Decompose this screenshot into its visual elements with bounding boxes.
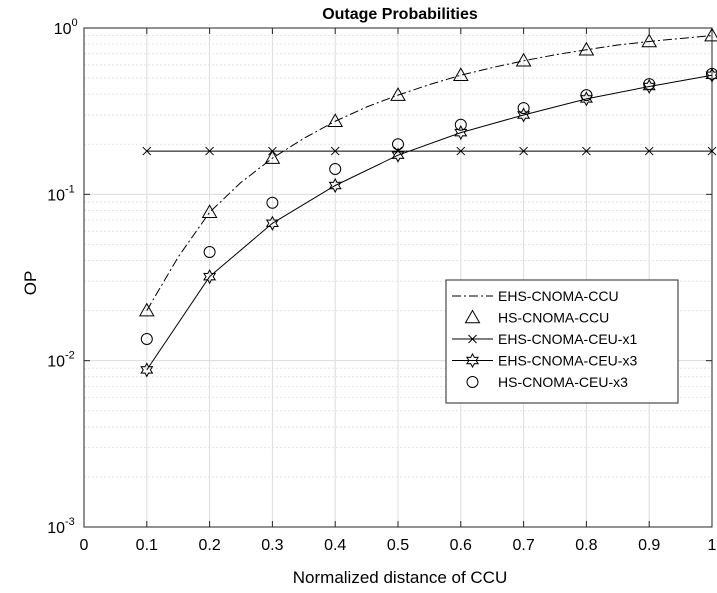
- marker-hexagram: [203, 269, 217, 285]
- legend-item: HS-CNOMA-CEU-x3: [466, 374, 628, 390]
- x-axis-label: Normalized distance of CCU: [293, 568, 507, 587]
- marker-hexagram: [391, 147, 405, 163]
- marker-circle: [706, 67, 717, 80]
- marker-x: [330, 146, 340, 156]
- marker-triangle: [515, 52, 532, 67]
- x-tick-label: 0.3: [261, 537, 283, 554]
- marker-x: [644, 146, 654, 156]
- marker-x: [456, 146, 466, 156]
- marker-x: [468, 334, 477, 344]
- x-tick-labels: 0 0.1 0.2 0.3 0.4 0.5 0.6 0.7 0.8 0.9 1: [80, 537, 717, 554]
- marker-hexagram: [517, 107, 531, 123]
- marker-triangle: [464, 309, 481, 324]
- marker-triangle: [704, 27, 717, 42]
- y-tick-exponent: -1: [65, 183, 75, 195]
- legend-label: HS-CNOMA-CCU: [498, 310, 609, 326]
- legend-item: EHS-CNOMA-CEU-x3: [452, 353, 637, 369]
- marker-hexagram: [465, 352, 480, 369]
- marker-triangle: [201, 204, 218, 219]
- x-tick-label: 0.2: [198, 537, 220, 554]
- marker-hexagram: [265, 215, 279, 231]
- x-tick-label: 0.6: [450, 537, 472, 554]
- y-tick-exponent: 0: [72, 17, 78, 29]
- legend-item: EHS-CNOMA-CEU-x1: [452, 331, 637, 347]
- marker-circle: [329, 163, 342, 176]
- marker-circle: [454, 118, 467, 131]
- x-tick-label: 0.7: [512, 537, 534, 554]
- marker-x: [519, 146, 528, 156]
- series-line: [146, 74, 713, 371]
- y-tick-label: 10: [47, 520, 65, 537]
- marker-triangle: [452, 67, 469, 81]
- x-tick-label: 0.8: [575, 537, 597, 554]
- x-tick-label: 0.5: [387, 537, 409, 554]
- grid: [83, 27, 713, 528]
- marker-triangle: [641, 33, 658, 48]
- x-tick-label: 0.9: [638, 537, 660, 554]
- legend-items: EHS-CNOMA-CCU HS-CNOMA-CCU EHS-CNOMA-CEU-x…: [452, 288, 637, 390]
- chart-title: Outage Probabilities: [322, 6, 478, 23]
- legend: EHS-CNOMA-CCU HS-CNOMA-CCU EHS-CNOMA-CEU-x…: [445, 279, 679, 404]
- marker-x: [205, 146, 214, 156]
- marker-circle: [140, 332, 153, 345]
- marker-x: [142, 146, 152, 156]
- y-tick-label: 10: [54, 21, 72, 38]
- legend-label: HS-CNOMA-CEU-x3: [498, 374, 628, 390]
- x-tick-label: 0: [80, 537, 89, 554]
- marker-triangle: [327, 113, 344, 128]
- marker-circle: [580, 89, 593, 102]
- legend-item: EHS-CNOMA-CCU: [452, 288, 619, 304]
- legend-label: EHS-CNOMA-CEU-x3: [498, 353, 637, 369]
- series-1: [146, 35, 713, 311]
- series-layer: [138, 27, 717, 378]
- marker-x: [582, 146, 591, 156]
- x-tick-label: 0.1: [136, 537, 158, 554]
- marker-circle: [517, 102, 530, 115]
- series-2: [138, 27, 717, 317]
- legend-label: EHS-CNOMA-CCU: [498, 288, 619, 304]
- series-3: [142, 146, 717, 156]
- marker-hexagram: [140, 362, 154, 378]
- marker-circle: [203, 246, 216, 259]
- marker-triangle: [138, 302, 155, 317]
- marker-circle: [266, 196, 279, 209]
- marker-circle: [643, 78, 656, 91]
- marker-triangle: [578, 41, 595, 56]
- marker-triangle: [264, 150, 281, 164]
- marker-triangle: [390, 87, 406, 101]
- marker-x: [268, 146, 277, 156]
- marker-hexagram: [454, 125, 468, 141]
- legend-label: EHS-CNOMA-CEU-x1: [498, 331, 637, 347]
- legend-box: [445, 279, 679, 404]
- x-tick-label: 1: [708, 537, 717, 554]
- axis-ticks: [83, 27, 713, 528]
- x-tick-label: 0.4: [324, 537, 346, 554]
- y-tick-label: 10: [47, 187, 65, 204]
- marker-hexagram: [328, 177, 342, 194]
- series-5: [140, 67, 717, 345]
- legend-item: HS-CNOMA-CCU: [464, 309, 609, 326]
- series-line: [146, 35, 713, 311]
- y-tick-exponent: -2: [65, 350, 75, 362]
- y-tick-label: 10: [47, 354, 65, 371]
- marker-circle: [466, 376, 479, 388]
- y-axis-label: OP: [21, 271, 40, 296]
- marker-x: [707, 146, 717, 156]
- marker-circle: [392, 138, 404, 151]
- y-tick-exponent: -3: [65, 516, 75, 528]
